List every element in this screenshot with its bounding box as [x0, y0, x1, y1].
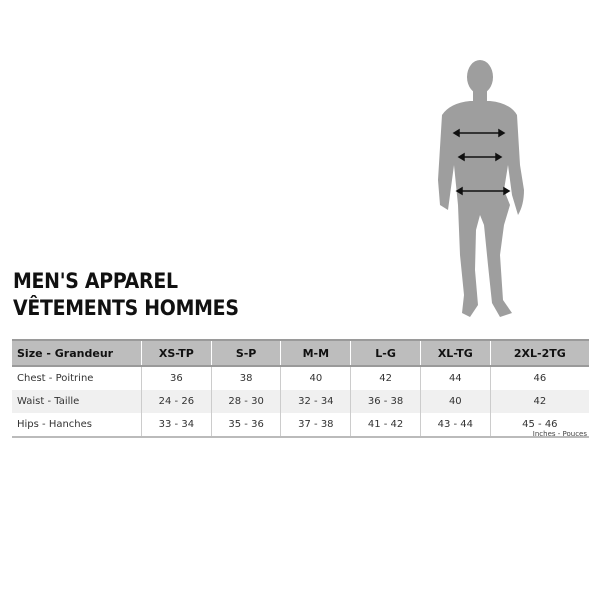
table-row-hips: Hips - Hanches 33 - 34 35 - 36 37 - 38 4… [12, 413, 589, 438]
table-row-waist: Waist - Taille 24 - 26 28 - 30 32 - 34 3… [12, 390, 589, 413]
header-xl: XL-TG [419, 339, 491, 367]
header-2xl: 2XL-2TG [489, 339, 589, 367]
row-label: Hips - Hanches [12, 413, 142, 438]
cell: 44 [419, 366, 491, 390]
row-label: Waist - Taille [12, 390, 142, 413]
table-row-chest: Chest - Poitrine 36 38 40 42 44 46 [12, 366, 589, 390]
title-french: VÊTEMENTS HOMMES [13, 296, 239, 320]
table-header-row: Size - Grandeur XS-TP S-P M-M L-G XL-TG … [12, 339, 589, 367]
cell: 36 - 38 [350, 390, 421, 413]
cell: 32 - 34 [280, 390, 351, 413]
male-silhouette-icon [438, 60, 524, 317]
header-size: Size - Grandeur [12, 339, 142, 367]
cell: 28 - 30 [210, 390, 281, 413]
cell: 41 - 42 [350, 413, 421, 438]
cell: 46 [489, 366, 589, 390]
header-m: M-M [280, 339, 351, 367]
cell: 43 - 44 [419, 413, 491, 438]
cell: 37 - 38 [280, 413, 351, 438]
cell: 40 [280, 366, 351, 390]
title-english: MEN'S APPAREL [13, 269, 178, 293]
header-l: L-G [350, 339, 421, 367]
row-label: Chest - Poitrine [17, 373, 94, 384]
size-chart-table: Size - Grandeur XS-TP S-P M-M L-G XL-TG … [12, 339, 589, 438]
cell: 42 [350, 366, 421, 390]
cell: 40 [419, 390, 491, 413]
cell: 33 - 34 [141, 413, 212, 438]
cell: 45 - 46 [489, 413, 589, 438]
cell: 36 [141, 366, 212, 390]
cell: 38 [210, 366, 281, 390]
cell: 24 - 26 [141, 390, 212, 413]
cell: 35 - 36 [210, 413, 281, 438]
units-note: Inches - Pouces [532, 430, 587, 438]
header-xs: XS-TP [141, 339, 212, 367]
header-s: S-P [210, 339, 281, 367]
cell: 42 [489, 390, 589, 413]
